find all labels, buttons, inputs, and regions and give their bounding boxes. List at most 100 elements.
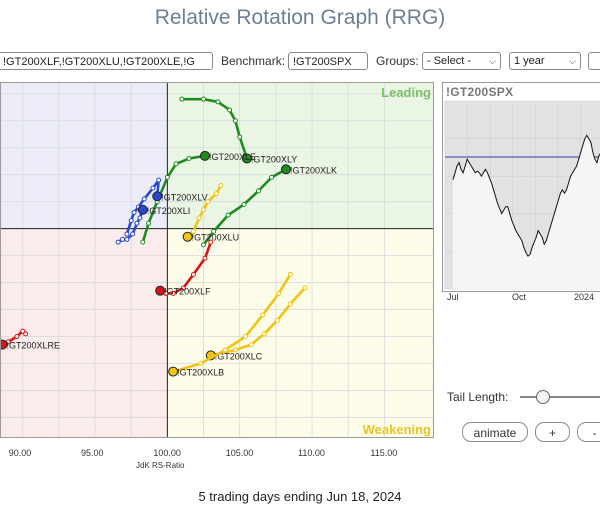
tail-length-slider-handle[interactable] [536, 390, 550, 404]
series-tail-point [124, 236, 130, 242]
series-tail-point [269, 174, 275, 180]
series-label: !GT200XLY [251, 155, 297, 165]
series-tail-point [140, 239, 146, 245]
series-tail-point [205, 199, 211, 205]
series-tail-point [241, 201, 247, 207]
series-tail-point [134, 220, 140, 226]
controls-bar: !GT200XLF,!GT200XLU,!GT200XLE,!G Benchma… [0, 52, 600, 74]
series-label: !GT200XLE [209, 152, 256, 162]
series-head-point [280, 164, 291, 175]
series-label: !GT200XLRE [6, 341, 60, 351]
groups-select[interactable]: - Select - ⌵ [422, 52, 501, 70]
series-label: !GT200XLI [147, 206, 191, 216]
series-tail-point [232, 347, 238, 353]
rrg-plot[interactable]: Leading Weakening !GT200XLY !GT200XLE !GT200… [0, 82, 434, 438]
period-select-value: 1 year [514, 55, 545, 67]
series-tail-point [214, 191, 220, 197]
extra-select[interactable] [588, 52, 600, 70]
x-axis-title: JdK RS-Ratio [136, 461, 185, 470]
quadrant-label-leading: Leading [381, 85, 431, 100]
series-tail-point [179, 96, 185, 102]
benchmark-line [452, 134, 600, 257]
animate-button[interactable]: animate [462, 422, 528, 442]
series-tail-point [14, 334, 20, 340]
series-tail-point [248, 342, 254, 348]
series-tail-point [196, 215, 202, 221]
series-tail-point [202, 255, 208, 261]
series-head-point [168, 366, 179, 377]
series-tail-point [156, 177, 162, 183]
rrg-svg: Leading Weakening !GT200XLY!GT200XLE !GT200… [1, 83, 433, 437]
series-head-point [137, 204, 148, 215]
series-tail-point [208, 239, 214, 245]
series-head-point [1, 339, 8, 350]
series-tail-point [173, 161, 179, 167]
x-tick-label: 95.00 [81, 448, 104, 458]
series-tail-point [201, 96, 207, 102]
series-tail-point [190, 228, 196, 234]
series-tail-point [242, 334, 248, 340]
series-tail-point [137, 215, 143, 221]
series-tail-point [215, 99, 221, 105]
series-tail-point [198, 360, 204, 366]
benchmark-area [453, 135, 600, 289]
quadrant-lagging [1, 228, 168, 437]
series-tail-point [130, 231, 136, 237]
period-select[interactable]: 1 year ⌵ [509, 52, 581, 70]
chevron-down-icon: ⌵ [489, 56, 496, 66]
series-tail-point [141, 196, 147, 202]
zoom-out-button[interactable]: - [577, 422, 600, 442]
benchmark-svg [444, 100, 600, 290]
x-tick-label: 105.00 [225, 448, 254, 458]
series-tail-point [20, 328, 26, 334]
x-tick-label: 115.00 [370, 448, 398, 458]
series-label: !GT200XLU [192, 233, 240, 243]
series-label: !GT200XLF [164, 287, 211, 297]
benchmark-chart: !GT200SPX [442, 82, 600, 292]
series-tail-point [237, 134, 243, 140]
series-tail-point [201, 207, 207, 213]
series-tail-point [227, 107, 233, 113]
benchmark-label: Benchmark: [221, 54, 286, 68]
series-tail-point [186, 156, 192, 162]
series-tail-point [131, 209, 137, 215]
series-tail-point [146, 220, 152, 226]
series-label: !GT200XLB [177, 368, 224, 378]
series-label: !GT200XLV [161, 192, 207, 202]
series-label: !GT200XLK [290, 165, 337, 175]
x-tick-label: 110.00 [298, 448, 325, 458]
groups-label: Groups: [376, 54, 419, 68]
benchmark-month-oct: Oct [512, 292, 527, 302]
series-head-point [199, 150, 210, 161]
series-tail-point [276, 290, 282, 296]
series-head-point [155, 285, 166, 296]
benchmark-month-2024: 2024 [574, 292, 595, 302]
series-tail-point [218, 182, 224, 188]
series-tail-point [124, 231, 130, 237]
series-tail-point [120, 236, 126, 242]
series-tail-point [150, 185, 156, 191]
tail-length-slider-track[interactable] [520, 396, 600, 398]
series-tail-point [170, 290, 176, 296]
zoom-in-button[interactable]: + [535, 422, 570, 442]
series-label: !GT200XLC [215, 351, 263, 361]
series-tail-point [232, 118, 238, 124]
series-tail-point [261, 331, 267, 337]
quadrant-weakening [167, 228, 433, 437]
benchmark-chart-title: !GT200SPX [446, 85, 514, 99]
benchmark-input[interactable]: !GT200SPX [288, 52, 368, 70]
quadrant-label-weakening: Weakening [363, 422, 431, 437]
symbols-input[interactable]: !GT200XLF,!GT200XLU,!GT200XLE,!G [0, 52, 213, 70]
series-tail-point [201, 242, 207, 248]
tail-length-label: Tail Length: [447, 390, 509, 404]
series-tail-point [287, 271, 293, 277]
series-tail-point [222, 347, 228, 353]
series-tail-point [287, 301, 293, 307]
series-tail-point [302, 285, 308, 291]
series-tail-point [211, 228, 217, 234]
groups-select-value: - Select - [427, 55, 472, 67]
x-tick-label: 90.00 [8, 448, 32, 458]
series-tail-point [256, 188, 262, 194]
quadrant-leading [167, 83, 433, 229]
series-head-point [241, 153, 252, 164]
